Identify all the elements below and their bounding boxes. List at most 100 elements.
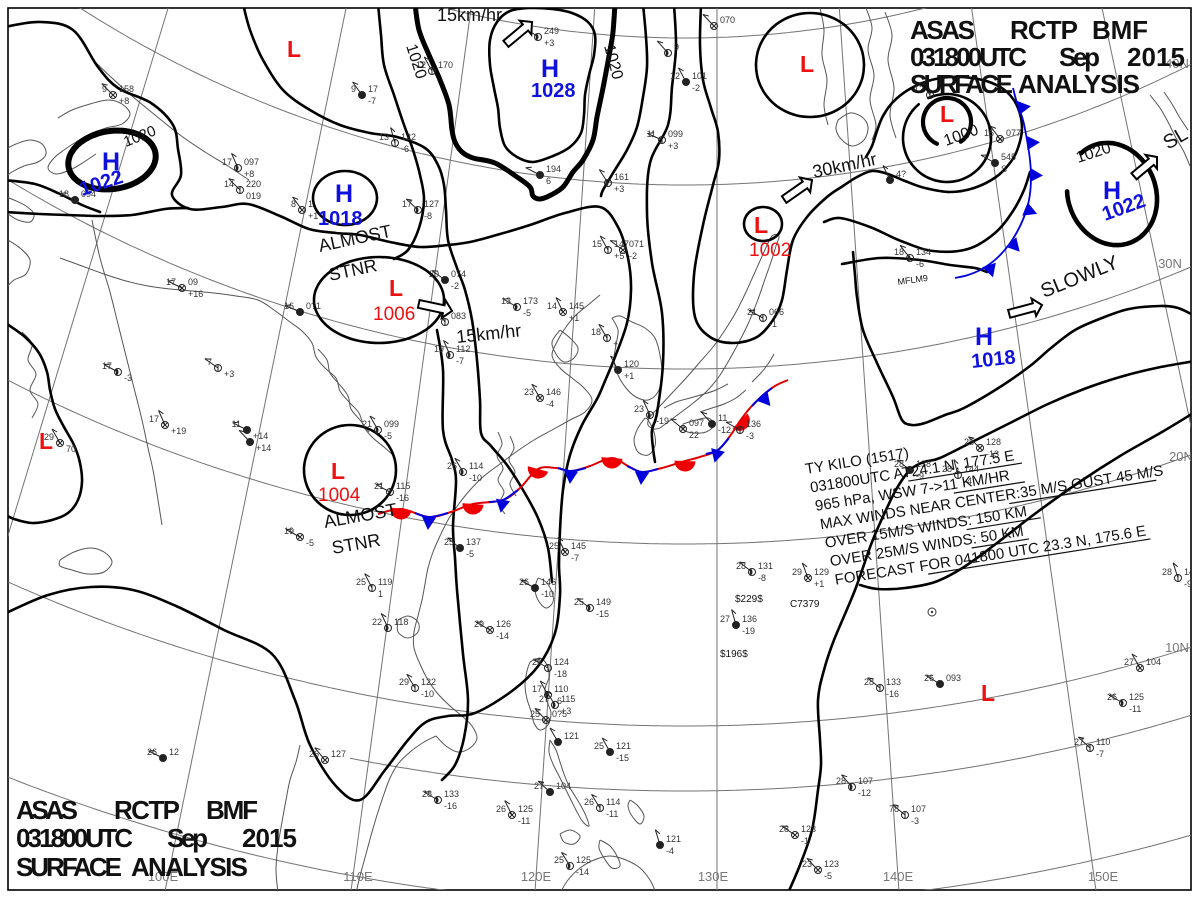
svg-text:RCTP: RCTP	[1010, 15, 1078, 45]
svg-text:119: 119	[378, 577, 392, 587]
svg-text:26: 26	[147, 747, 157, 757]
svg-text:140E: 140E	[883, 869, 914, 884]
svg-text:121: 121	[564, 731, 579, 741]
svg-text:27: 27	[720, 614, 730, 624]
svg-text:126: 126	[496, 619, 511, 629]
svg-text:28: 28	[836, 776, 846, 786]
svg-text:019: 019	[246, 191, 261, 201]
svg-text:S: S	[1001, 164, 1007, 174]
svg-text:0?1: 0?1	[306, 301, 321, 311]
svg-text:0?5: 0?5	[552, 709, 567, 719]
svg-text:-10: -10	[541, 589, 554, 599]
svg-text:ANALYSIS: ANALYSIS	[131, 852, 248, 882]
svg-text:099: 099	[668, 129, 683, 139]
svg-text:2015: 2015	[242, 823, 297, 853]
svg-text:20: 20	[429, 269, 439, 279]
svg-text:066: 066	[769, 307, 784, 317]
svg-text:26: 26	[309, 749, 319, 759]
svg-text:17: 17	[166, 277, 176, 287]
svg-text:145: 145	[571, 541, 586, 551]
svg-text:110E: 110E	[343, 869, 373, 884]
svg-text:25: 25	[574, 597, 584, 607]
svg-text:28: 28	[864, 677, 874, 687]
svg-text:158: 158	[119, 84, 134, 94]
svg-text:115: 115	[561, 694, 575, 704]
svg-text:-4: -4	[666, 846, 674, 856]
svg-text:-6: -6	[401, 144, 409, 154]
svg-text:127: 127	[424, 199, 439, 209]
svg-text:25: 25	[964, 437, 974, 447]
svg-text:L: L	[287, 36, 301, 62]
svg-text:Sep: Sep	[1059, 42, 1100, 72]
svg-text:121: 121	[666, 834, 681, 844]
svg-text:SURFACE: SURFACE	[16, 852, 122, 882]
svg-text:133: 133	[886, 677, 901, 687]
svg-text:L: L	[331, 458, 345, 484]
svg-text:-18: -18	[554, 669, 567, 679]
svg-text:+1: +1	[814, 579, 824, 589]
svg-text:BMF: BMF	[1092, 15, 1148, 45]
svg-text:-15: -15	[596, 609, 609, 619]
svg-text:120E: 120E	[521, 869, 552, 884]
svg-text:15: 15	[984, 128, 994, 138]
svg-text:C7379: C7379	[790, 599, 820, 610]
svg-text:27: 27	[1074, 737, 1084, 747]
svg-text:14: 14	[547, 301, 557, 311]
svg-text:L: L	[754, 212, 768, 238]
svg-text:122: 122	[401, 132, 416, 142]
svg-text:-15: -15	[616, 753, 629, 763]
svg-text:1018: 1018	[318, 208, 363, 230]
svg-text:18: 18	[894, 247, 904, 257]
svg-text:123: 123	[801, 824, 816, 834]
svg-text:114: 114	[469, 461, 483, 471]
svg-text:30N: 30N	[1158, 256, 1182, 271]
svg-text:17: 17	[368, 84, 378, 94]
svg-text:11: 11	[718, 413, 727, 423]
svg-text:074: 074	[451, 269, 466, 279]
svg-text:1002: 1002	[749, 240, 791, 261]
svg-text:249: 249	[544, 26, 559, 36]
svg-text:194: 194	[546, 164, 561, 174]
svg-text:12: 12	[169, 747, 179, 757]
svg-text:BMF: BMF	[206, 795, 258, 825]
svg-text:124: 124	[554, 657, 569, 667]
svg-text:18: 18	[591, 327, 601, 337]
svg-text:131: 131	[758, 561, 773, 571]
svg-text:-3: -3	[911, 816, 919, 826]
svg-text:26: 26	[496, 804, 506, 814]
svg-text:-5: -5	[523, 308, 531, 318]
svg-text:104: 104	[1146, 657, 1161, 667]
svg-text:+3: +3	[668, 141, 678, 151]
svg-text:17: 17	[402, 199, 412, 209]
svg-text:1: 1	[308, 199, 313, 209]
svg-text:29: 29	[474, 619, 484, 629]
svg-text:9: 9	[102, 84, 107, 94]
svg-text:-5: -5	[384, 431, 392, 441]
svg-text:11: 11	[232, 419, 241, 429]
svg-text:-9: -9	[916, 471, 924, 481]
svg-text:25: 25	[549, 541, 559, 551]
svg-text:21: 21	[362, 419, 372, 429]
svg-text:+1: +1	[569, 313, 579, 323]
svg-text:107: 107	[911, 804, 926, 814]
svg-text:-11: -11	[1129, 704, 1141, 714]
svg-text:-4: -4	[964, 476, 972, 486]
svg-text:H: H	[102, 148, 120, 176]
svg-text:+16: +16	[188, 289, 203, 299]
svg-text:-19: -19	[742, 626, 755, 636]
svg-text:093: 093	[946, 673, 961, 683]
svg-text:17: 17	[102, 361, 112, 371]
svg-text:ANALYSIS: ANALYSIS	[1018, 69, 1140, 99]
svg-text:031800UTC: 031800UTC	[910, 42, 1027, 72]
svg-text:107: 107	[858, 776, 873, 786]
svg-text:170: 170	[438, 60, 453, 70]
svg-text:-11: -11	[606, 809, 618, 819]
svg-text:112: 112	[456, 344, 470, 354]
svg-text:H: H	[975, 323, 993, 351]
svg-text:-11: -11	[518, 816, 530, 826]
svg-text:128: 128	[986, 437, 1001, 447]
svg-text:09: 09	[188, 277, 198, 287]
svg-text:28: 28	[1162, 567, 1172, 577]
svg-text:-3: -3	[746, 431, 754, 441]
svg-text:-6: -6	[554, 696, 562, 706]
